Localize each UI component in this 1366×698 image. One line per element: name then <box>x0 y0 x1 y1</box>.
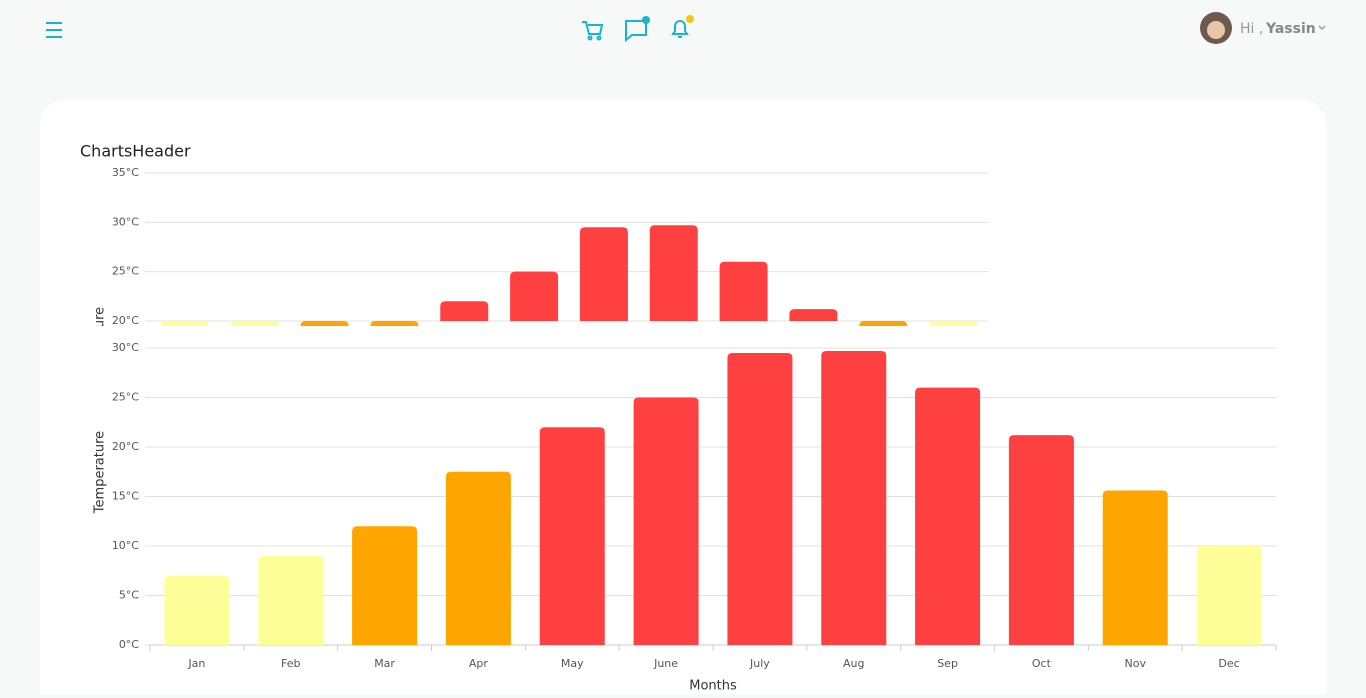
y-tick-label: 30°C <box>112 215 139 228</box>
y-tick-label: 30°C <box>112 341 139 354</box>
bar <box>821 350 887 645</box>
user-name: Yassin <box>1265 21 1316 37</box>
bar <box>719 261 768 321</box>
x-tick-label: July <box>749 657 770 670</box>
y-tick-label: 25°C <box>112 391 139 404</box>
bar <box>370 321 419 326</box>
bar <box>1196 546 1262 645</box>
bar <box>1102 490 1168 645</box>
x-tick-label: Dec <box>1218 657 1239 670</box>
x-tick-label: Mar <box>374 657 395 670</box>
x-tick-label: Nov <box>1125 657 1147 670</box>
bar <box>164 575 230 645</box>
bar <box>258 555 324 645</box>
bar <box>649 225 698 321</box>
bar <box>579 227 628 321</box>
x-axis-label: Months <box>689 679 737 694</box>
bar <box>915 387 981 645</box>
y-tick-label: 0°C <box>119 638 139 651</box>
notification-icon[interactable] <box>671 15 694 38</box>
menu-button[interactable] <box>46 22 62 38</box>
y-tick-label: 20°C <box>112 440 139 453</box>
avatar-face <box>1207 21 1225 39</box>
bar <box>929 321 978 326</box>
y-axis-label: Temperature <box>93 431 108 514</box>
bar <box>727 352 793 645</box>
ghost-chart: 20°C 25°C 30°C 35°C Temperature <box>93 166 988 390</box>
bar <box>633 397 699 645</box>
y-tick-label: 20°C <box>112 314 139 327</box>
cart-icon[interactable] <box>582 21 604 41</box>
bar <box>352 526 418 645</box>
bar <box>1008 435 1074 645</box>
x-tick-label: Apr <box>469 657 489 670</box>
y-axis-label: Temperature <box>93 307 108 390</box>
bar <box>230 321 279 326</box>
chart-title: ChartsHeader <box>80 142 191 161</box>
x-tick-label: May <box>561 657 584 670</box>
y-tick-label: 5°C <box>119 589 139 602</box>
x-tick-label: June <box>653 657 678 670</box>
x-tick-label: Oct <box>1032 657 1052 670</box>
x-tick-label: Sep <box>937 657 958 670</box>
x-tick-label: Jan <box>187 657 205 670</box>
bar <box>440 301 489 321</box>
bar <box>160 321 209 326</box>
y-tick-label: 35°C <box>112 166 139 179</box>
bar <box>510 271 559 321</box>
chat-icon[interactable] <box>625 16 650 43</box>
x-tick-label: Feb <box>281 657 300 670</box>
y-tick-label: 10°C <box>112 539 139 552</box>
x-tick-label: Aug <box>843 657 864 670</box>
bar <box>445 471 511 645</box>
chevron <box>1318 25 1326 31</box>
user-menu[interactable]: Hi , Yassin <box>1200 12 1326 44</box>
y-tick-label: 15°C <box>112 490 139 503</box>
main-chart: 0°C 5°C 10°C 15°C 20°C 25°C 30°C Temperature Jan… <box>93 341 1277 694</box>
bar <box>859 321 908 326</box>
greeting: Hi , <box>1240 21 1263 37</box>
y-tick-label: 25°C <box>112 265 139 278</box>
bar <box>300 321 349 326</box>
bar <box>789 309 838 321</box>
bar <box>539 427 605 645</box>
